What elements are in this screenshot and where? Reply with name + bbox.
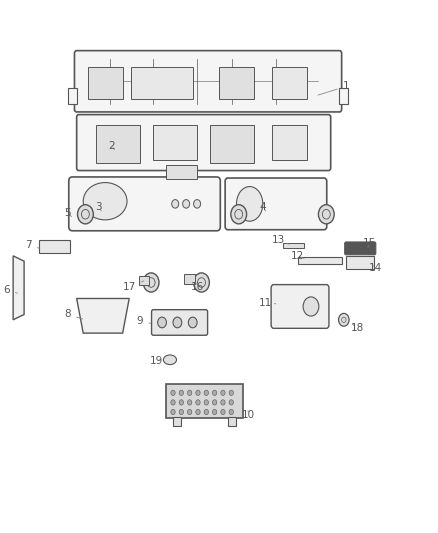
Text: 18: 18 [350, 323, 364, 333]
Bar [39, 240, 70, 253]
Bar [339, 88, 348, 104]
Circle shape [229, 409, 233, 415]
Circle shape [212, 400, 217, 405]
Bar [166, 384, 243, 418]
Circle shape [303, 297, 319, 316]
Circle shape [204, 409, 208, 415]
Bar [298, 257, 342, 264]
Circle shape [221, 390, 225, 395]
Text: 7: 7 [25, 240, 39, 250]
Bar [139, 276, 149, 285]
FancyBboxPatch shape [225, 178, 327, 230]
Circle shape [229, 390, 233, 395]
Circle shape [196, 409, 200, 415]
Circle shape [196, 400, 200, 405]
Text: 1: 1 [318, 82, 350, 95]
Text: 10: 10 [242, 410, 255, 419]
Circle shape [171, 409, 175, 415]
Circle shape [221, 400, 225, 405]
Text: 15: 15 [363, 238, 376, 247]
Bar [131, 67, 193, 99]
Bar [184, 274, 195, 284]
Text: 11: 11 [258, 298, 276, 308]
Circle shape [229, 400, 233, 405]
Circle shape [171, 390, 175, 395]
Circle shape [179, 409, 184, 415]
Bar [228, 417, 236, 426]
Circle shape [188, 317, 197, 328]
Circle shape [212, 390, 217, 395]
Circle shape [194, 273, 209, 292]
Ellipse shape [163, 355, 177, 365]
Circle shape [183, 200, 190, 208]
Text: 4: 4 [259, 202, 266, 212]
Text: 17: 17 [123, 281, 144, 292]
Bar [283, 243, 304, 248]
Text: 8: 8 [64, 310, 83, 319]
Circle shape [187, 400, 192, 405]
Bar [96, 125, 140, 163]
Bar [346, 256, 374, 269]
Circle shape [231, 205, 247, 224]
Circle shape [339, 313, 349, 326]
Circle shape [179, 390, 184, 395]
Ellipse shape [83, 182, 127, 220]
Polygon shape [13, 256, 24, 320]
Circle shape [172, 200, 179, 208]
FancyBboxPatch shape [345, 242, 376, 255]
Circle shape [158, 317, 166, 328]
Text: 19: 19 [150, 357, 163, 366]
Circle shape [173, 317, 182, 328]
FancyBboxPatch shape [152, 310, 208, 335]
FancyBboxPatch shape [69, 177, 220, 231]
Ellipse shape [237, 187, 263, 221]
FancyBboxPatch shape [271, 285, 329, 328]
Text: 6: 6 [3, 286, 18, 295]
Circle shape [78, 205, 93, 224]
Text: 16: 16 [191, 282, 204, 292]
Circle shape [212, 409, 217, 415]
FancyBboxPatch shape [77, 115, 331, 171]
Circle shape [187, 390, 192, 395]
Text: 14: 14 [369, 263, 382, 272]
Circle shape [171, 400, 175, 405]
Bar [210, 125, 254, 163]
Text: 2: 2 [108, 141, 115, 150]
Text: 9: 9 [137, 316, 151, 326]
Bar [272, 67, 307, 99]
Bar [88, 67, 123, 99]
FancyBboxPatch shape [74, 51, 342, 112]
Circle shape [196, 390, 200, 395]
Text: 13: 13 [272, 236, 289, 245]
Circle shape [221, 409, 225, 415]
Bar [272, 125, 307, 160]
Bar [153, 125, 197, 160]
Circle shape [204, 400, 208, 405]
Polygon shape [77, 298, 129, 333]
Bar [173, 417, 181, 426]
Text: 12: 12 [291, 251, 304, 261]
Circle shape [204, 390, 208, 395]
Text: 5: 5 [64, 208, 71, 218]
Circle shape [143, 273, 159, 292]
Bar [219, 67, 254, 99]
Circle shape [187, 409, 192, 415]
Bar [166, 165, 197, 179]
Circle shape [179, 400, 184, 405]
Bar [68, 88, 77, 104]
Circle shape [318, 205, 334, 224]
Circle shape [194, 200, 201, 208]
Text: 3: 3 [95, 202, 102, 212]
